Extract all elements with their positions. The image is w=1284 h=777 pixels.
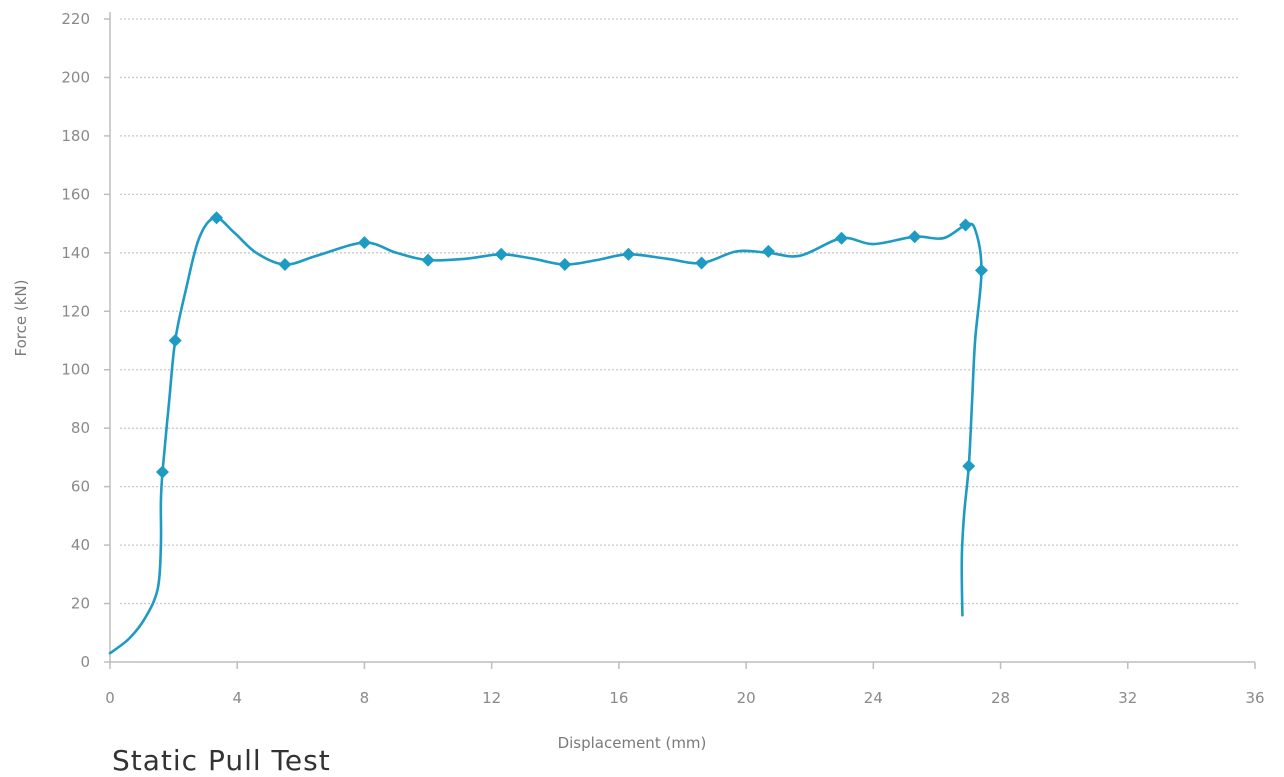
data-point-5 xyxy=(421,253,435,267)
x-tick-labels: 0 4 8 12 16 20 24 28 32 36 xyxy=(105,689,1264,707)
y-tick-label-160: 160 xyxy=(61,185,90,203)
data-point-6 xyxy=(494,247,508,261)
x-tick-label-20: 20 xyxy=(737,689,756,707)
x-tick-label-4: 4 xyxy=(232,689,242,707)
data-point-2 xyxy=(210,211,224,225)
y-tick-label-140: 140 xyxy=(61,244,90,262)
x-tick-label-24: 24 xyxy=(864,689,883,707)
force-displacement-chart: 0 20 40 60 80 100 120 140 160 180 200 220 0 4 8 12 16 20… xyxy=(12,10,1265,752)
data-point-4 xyxy=(357,236,371,250)
series-group xyxy=(108,211,988,655)
x-tick-label-12: 12 xyxy=(482,689,501,707)
data-point-0 xyxy=(155,465,169,479)
y-tick-labels: 0 20 40 60 80 100 120 140 160 180 200 220 xyxy=(61,10,90,671)
y-tick-label-220: 220 xyxy=(61,10,90,28)
x-tick-label-28: 28 xyxy=(991,689,1010,707)
data-point-7 xyxy=(558,258,572,272)
data-point-1 xyxy=(168,334,182,347)
y-tick-label-180: 180 xyxy=(61,127,90,145)
y-tick-label-80: 80 xyxy=(71,419,90,437)
y-tick-label-20: 20 xyxy=(71,595,90,613)
x-tick-label-32: 32 xyxy=(1118,689,1137,707)
data-point-9 xyxy=(695,256,709,270)
data-point-10 xyxy=(761,244,775,258)
y-tick-label-60: 60 xyxy=(71,478,90,496)
axes xyxy=(104,12,1256,669)
x-tick-label-0: 0 xyxy=(105,689,115,707)
y-tick-label-200: 200 xyxy=(61,68,90,86)
data-point-12 xyxy=(908,230,922,244)
data-point-13 xyxy=(959,218,973,232)
data-point-8 xyxy=(621,247,635,261)
data-point-3 xyxy=(278,258,292,272)
data-point-15 xyxy=(974,263,988,277)
y-tick-label-0: 0 xyxy=(80,653,90,671)
y-tick-label-120: 120 xyxy=(61,302,90,320)
data-point-11 xyxy=(835,231,849,245)
chart-caption: Static Pull Test xyxy=(112,744,331,777)
series-line-0 xyxy=(108,216,983,655)
grid-lines xyxy=(120,18,1240,605)
x-tick-label-8: 8 xyxy=(360,689,370,707)
x-tick-label-16: 16 xyxy=(609,689,628,707)
y-tick-label-40: 40 xyxy=(71,536,90,554)
x-tick-label-36: 36 xyxy=(1245,689,1264,707)
x-axis-title: Displacement (mm) xyxy=(558,734,707,752)
data-point-14 xyxy=(962,459,976,473)
y-axis-title: Force (kN) xyxy=(12,280,30,357)
y-tick-label-100: 100 xyxy=(61,361,90,379)
